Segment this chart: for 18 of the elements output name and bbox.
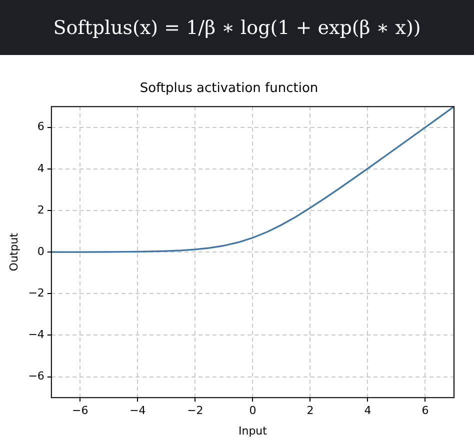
text: Softplus(x) = 1/β ∗ log(1 + exp(β ∗ x)) bbox=[0, 0, 474, 55]
x-tick-label: 0 bbox=[249, 404, 256, 418]
y-tick-label: −4 bbox=[28, 328, 44, 342]
chart-title: Softplus activation function bbox=[140, 81, 318, 96]
y-tick-label: 2 bbox=[37, 203, 44, 216]
y-tick-label: −2 bbox=[28, 286, 44, 300]
x-tick-label: 4 bbox=[364, 404, 372, 418]
x-tick-label: −6 bbox=[72, 404, 88, 418]
x-tick-label: −4 bbox=[130, 404, 146, 418]
x-tick-label: 2 bbox=[306, 404, 314, 418]
y-tick-label: −6 bbox=[28, 370, 44, 383]
y-tick-label: 6 bbox=[37, 120, 44, 134]
y-axis-title: Output bbox=[7, 232, 20, 272]
x-tick-label: −2 bbox=[187, 404, 204, 418]
y-tick-label: 0 bbox=[37, 244, 44, 258]
x-axis-title: Input bbox=[238, 424, 268, 438]
y-tick-label: 4 bbox=[37, 162, 44, 175]
x-tick-label: 6 bbox=[422, 404, 429, 418]
